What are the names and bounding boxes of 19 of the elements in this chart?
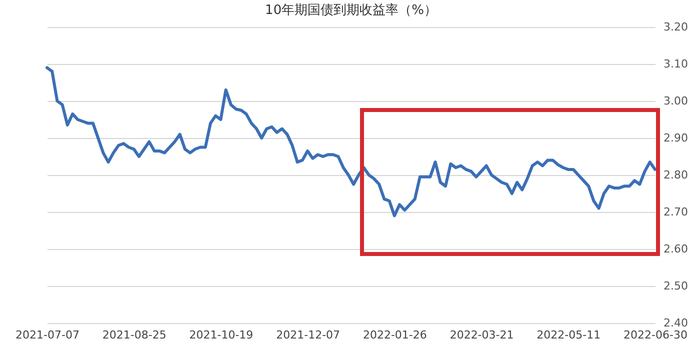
x-tick-label: 2022-06-30 [624,328,688,342]
y-tick-label: 3.20 [664,20,688,34]
x-tick-label: 2021-07-07 [16,328,80,342]
x-tick-label: 2021-10-19 [189,328,254,342]
y-tick-label: 3.00 [664,94,688,108]
x-tick-label: 2021-08-25 [102,328,166,342]
x-tick-label: 2021-12-07 [276,328,340,342]
y-tick-label: 2.90 [664,132,688,144]
y-tick-label: 2.60 [664,242,688,256]
y-tick-label: 2.80 [664,168,688,182]
x-tick-label: 2022-01-26 [362,328,427,342]
y-tick-label: 2.40 [664,316,688,330]
y-tick-label: 2.70 [664,206,688,218]
y-tick-label: 3.10 [664,58,688,70]
x-tick-label: 2022-05-11 [536,328,601,342]
chart-title: 10年期国债到期收益率（%） [265,2,437,18]
line-series [46,66,656,218]
x-tick-label: 2022-03-21 [450,328,514,342]
y-tick-label: 2.50 [664,280,688,292]
